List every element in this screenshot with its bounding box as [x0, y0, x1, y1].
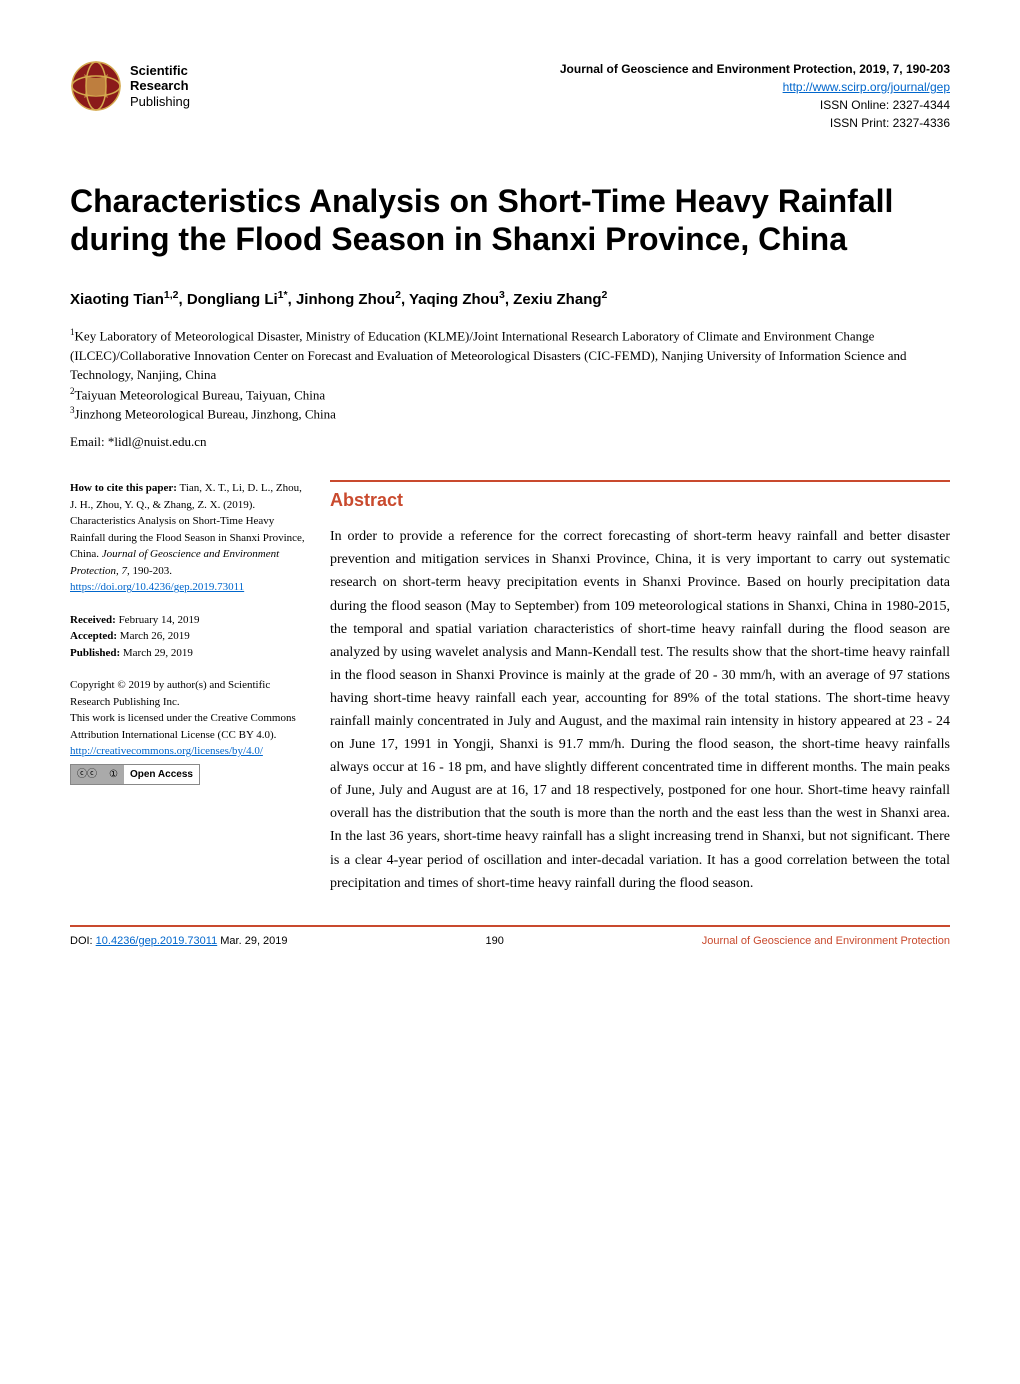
abstract-body: In order to provide a reference for the … [330, 525, 950, 895]
cite-label: How to cite this paper: [70, 482, 177, 494]
left-sidebar: How to cite this paper: Tian, X. T., Li,… [70, 480, 310, 895]
publisher-logo: Scientific Research Publishing [70, 60, 190, 112]
accepted-val: March 26, 2019 [117, 630, 190, 642]
footer-date: Mar. 29, 2019 [217, 935, 287, 947]
open-access-label: Open Access [124, 765, 199, 784]
received-label: Received: [70, 614, 116, 626]
cite-doi-link[interactable]: https://doi.org/10.4236/gep.2019.73011 [70, 581, 244, 593]
footer-left: DOI: 10.4236/gep.2019.73011 Mar. 29, 201… [70, 935, 288, 947]
affiliations: 1Key Laboratory of Meteorological Disast… [70, 326, 950, 424]
corresponding-email: Email: *lidl@nuist.edu.cn [70, 434, 950, 450]
cc-badge: ⓒⓒ ① Open Access [70, 764, 200, 785]
citation-block: How to cite this paper: Tian, X. T., Li,… [70, 480, 310, 596]
published-label: Published: [70, 647, 120, 659]
page-root: Scientific Research Publishing Journal o… [0, 0, 1020, 987]
logo-line1: Scientific [130, 63, 190, 79]
globe-icon [70, 60, 122, 112]
logo-line2: Research [130, 78, 190, 94]
logo-text: Scientific Research Publishing [130, 63, 190, 110]
copyright-block: Copyright © 2019 by author(s) and Scient… [70, 677, 310, 785]
accepted-label: Accepted: [70, 630, 117, 642]
affiliation-3: 3Jinzhong Meteorological Bureau, Jinzhon… [70, 404, 950, 424]
received-val: February 14, 2019 [116, 614, 200, 626]
cc-badge-row: ⓒⓒ ① Open Access [70, 764, 310, 785]
paper-title: Characteristics Analysis on Short-Time H… [70, 182, 950, 259]
affiliation-1: 1Key Laboratory of Meteorological Disast… [70, 326, 950, 385]
issn-print: ISSN Print: 2327-4336 [560, 114, 950, 132]
journal-title: Journal of Geoscience and Environment Pr… [560, 60, 950, 78]
right-column: Abstract In order to provide a reference… [330, 480, 950, 895]
header-row: Scientific Research Publishing Journal o… [70, 60, 950, 132]
authors-line: Xiaoting Tian1,2, Dongliang Li1*, Jinhon… [70, 289, 950, 308]
by-icon: ① [103, 765, 124, 784]
issn-online: ISSN Online: 2327-4344 [560, 96, 950, 114]
footer-row: DOI: 10.4236/gep.2019.73011 Mar. 29, 201… [70, 935, 950, 947]
footer-doi-link[interactable]: 10.4236/gep.2019.73011 [96, 935, 218, 947]
copyright-line2: This work is licensed under the Creative… [70, 710, 310, 743]
footer-rule [70, 925, 950, 927]
published-val: March 29, 2019 [120, 647, 193, 659]
two-column-layout: How to cite this paper: Tian, X. T., Li,… [70, 480, 950, 895]
cite-journal: Journal of Geoscience and Environment Pr… [70, 548, 279, 577]
affiliation-2: 2Taiyuan Meteorological Bureau, Taiyuan,… [70, 385, 950, 405]
footer-journal: Journal of Geoscience and Environment Pr… [702, 935, 950, 947]
abstract-heading: Abstract [330, 480, 950, 511]
journal-meta: Journal of Geoscience and Environment Pr… [560, 60, 950, 132]
cc-icon: ⓒⓒ [71, 765, 103, 784]
cc-license-link[interactable]: http://creativecommons.org/licenses/by/4… [70, 745, 263, 757]
dates-block: Received: February 14, 2019 Accepted: Ma… [70, 612, 310, 662]
copyright-line1: Copyright © 2019 by author(s) and Scient… [70, 677, 310, 710]
logo-line3: Publishing [130, 94, 190, 110]
footer-page: 190 [485, 935, 503, 947]
footer-doi-label: DOI: [70, 935, 96, 947]
journal-url-link[interactable]: http://www.scirp.org/journal/gep [783, 80, 950, 94]
cite-pages: 190-203. [130, 565, 172, 577]
